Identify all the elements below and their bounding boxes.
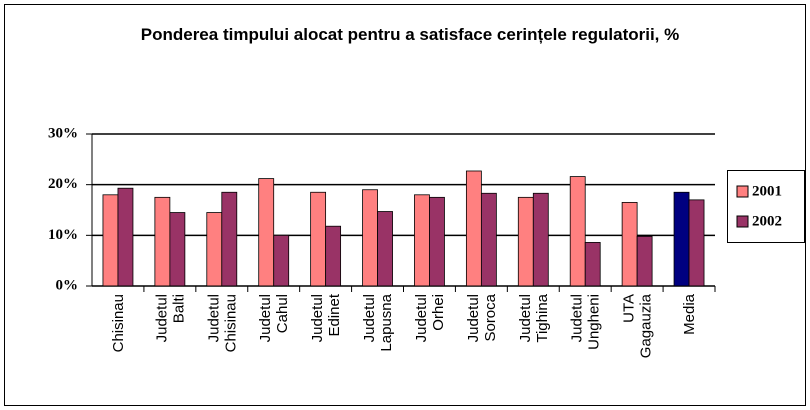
legend-swatch (736, 185, 749, 198)
y-tick-label: 20% (48, 176, 78, 192)
x-tick-label: Chisinau (110, 294, 127, 352)
bar (429, 196, 445, 287)
bar (154, 196, 171, 287)
bar (673, 191, 690, 287)
x-tick-label: JudetulCahul (257, 294, 291, 342)
y-tick-label: 0% (56, 277, 79, 293)
x-tick-label: JudetulOrhei (413, 294, 447, 342)
bar (480, 192, 497, 287)
x-tick-label: JudetulSoroca (465, 293, 499, 342)
y-tick-label: 30% (48, 125, 78, 141)
bar (465, 170, 482, 287)
bar (117, 187, 134, 287)
bar (206, 212, 223, 287)
bar (310, 191, 327, 287)
chart-title: Ponderea timpului alocat pentru a satisf… (140, 25, 680, 44)
bar (636, 235, 653, 287)
x-tick-label: JudetulTighina (517, 293, 551, 342)
x-tick-label: JudetulChisinau (205, 294, 239, 352)
bar (221, 191, 238, 287)
chart-border (4, 4, 806, 406)
bar (584, 242, 601, 287)
x-tick-label: JudetulBalti (153, 294, 187, 342)
legend-box (727, 170, 805, 243)
x-tick-label: JudetulUngheni (569, 294, 603, 350)
bar (273, 234, 290, 287)
y-tick-label: 10% (48, 227, 78, 243)
bar (362, 189, 378, 287)
bar (169, 212, 186, 287)
bar (377, 211, 393, 287)
x-tick-label: JudetulLapusna (361, 293, 395, 351)
bar (517, 196, 534, 287)
bar (569, 176, 586, 287)
bar (102, 194, 119, 287)
bar (532, 192, 549, 287)
bar (621, 201, 638, 287)
bar (325, 225, 342, 287)
bar (258, 178, 275, 287)
legend-label: 2002 (752, 213, 782, 229)
x-tick-label: UTAGagauzia (621, 293, 655, 358)
legend-label: 2001 (752, 183, 782, 199)
bar (688, 199, 705, 287)
legend-swatch (736, 215, 749, 228)
bar (414, 194, 430, 287)
x-tick-label: JudetulEdinet (309, 293, 343, 342)
x-tick-label: Media (681, 293, 698, 335)
